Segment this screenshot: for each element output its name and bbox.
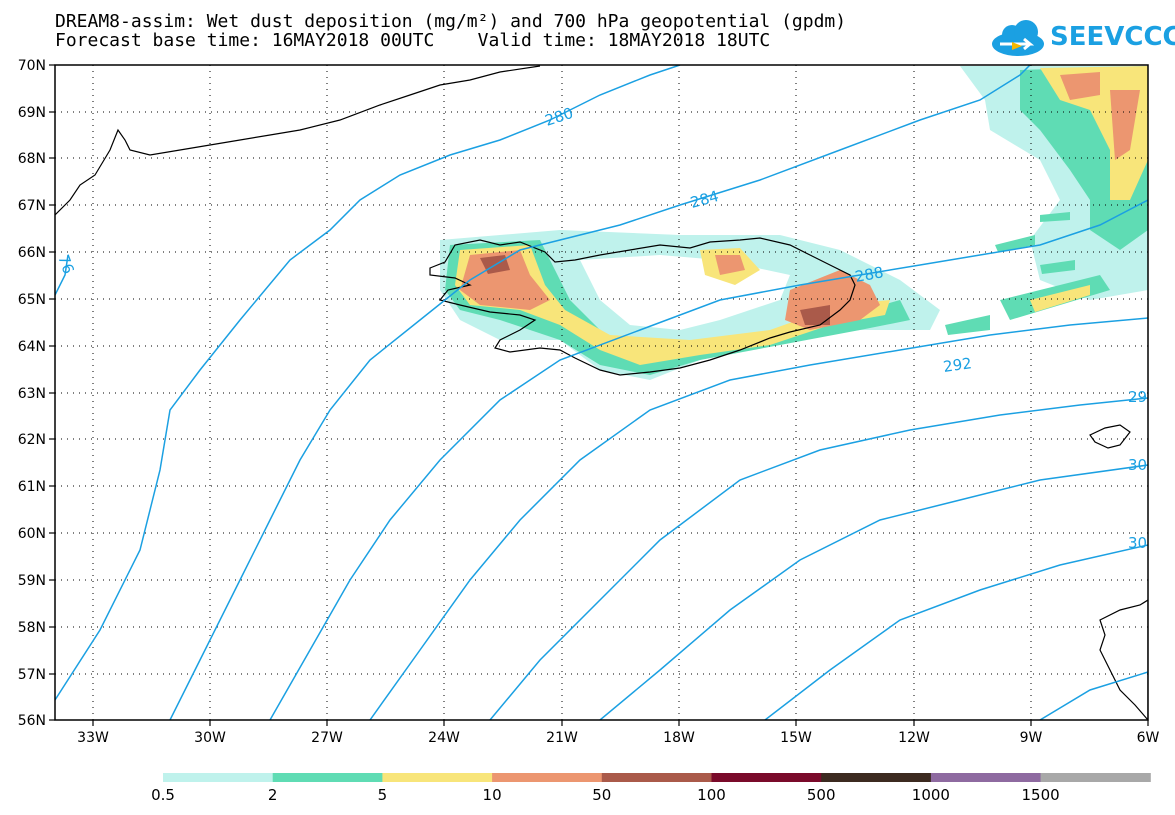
contour-label-29x: 29 (1128, 388, 1147, 406)
color-legend: 0.5 2 5 10 50 100 500 1000 1500 (151, 773, 1151, 804)
legend-label: 500 (807, 786, 836, 804)
lon-label: 18W (663, 730, 695, 746)
greenland-coast (55, 65, 541, 216)
legend-label: 2 (268, 786, 278, 804)
geopotential-contours (55, 65, 1148, 720)
legend-label: 0.5 (151, 786, 175, 804)
contour-label-284: 284 (688, 187, 720, 212)
legend-swatch (382, 773, 493, 782)
lat-label: 57N (18, 667, 46, 683)
map-subtitle: Forecast base time: 16MAY2018 00UTC Vali… (55, 30, 771, 51)
cloud-icon (992, 20, 1044, 56)
latitude-labels: 70N 69N 68N 67N 66N 65N 64N 63N 62N 61N … (18, 58, 46, 729)
lon-label: 30W (194, 730, 226, 746)
lat-label: 65N (18, 292, 46, 308)
legend-swatch (272, 773, 383, 782)
legend-label: 100 (697, 786, 726, 804)
lat-label: 56N (18, 713, 46, 729)
seevccc-logo (992, 20, 1044, 56)
lat-label: 69N (18, 105, 46, 121)
dust-deposition-shading (440, 66, 1148, 380)
lat-label: 70N (18, 58, 46, 74)
legend-swatch (601, 773, 712, 782)
legend-swatch (930, 773, 1042, 782)
lat-label: 63N (18, 386, 46, 402)
lat-label: 66N (18, 245, 46, 261)
lat-label: 59N (18, 573, 46, 589)
contour-label-292: 292 (942, 354, 973, 376)
legend-swatch (1040, 773, 1151, 782)
longitude-labels: 33W 30W 27W 24W 21W 18W 15W 12W 9W 6W (77, 730, 1159, 746)
scotland-coast (1099, 599, 1148, 720)
legend-swatch (492, 773, 603, 782)
lat-label: 67N (18, 198, 46, 214)
iceland-coast (429, 237, 856, 376)
contour-label-30b: 30 (1128, 534, 1147, 552)
lon-label: 6W (1137, 730, 1160, 746)
contour-label-280: 280 (543, 104, 576, 130)
lat-label: 68N (18, 151, 46, 167)
legend-label: 1000 (912, 786, 950, 804)
contour-label-288: 288 (854, 263, 885, 286)
legend-label: 10 (483, 786, 502, 804)
lat-label: 61N (18, 479, 46, 495)
lat-label: 58N (18, 620, 46, 636)
lat-label: 64N (18, 339, 46, 355)
coastlines (55, 65, 1148, 720)
lat-label: 60N (18, 526, 46, 542)
legend-swatch (163, 773, 274, 782)
lon-label: 15W (780, 730, 812, 746)
lon-label: 9W (1020, 730, 1043, 746)
faroe-coast (1089, 424, 1131, 449)
map-title: DREAM8-assim: Wet dust deposition (mg/m²… (55, 11, 847, 32)
graticule (55, 65, 1148, 720)
logo-text: SEEVCCC (1050, 22, 1175, 52)
lat-label: 62N (18, 432, 46, 448)
lon-label: 24W (428, 730, 460, 746)
lon-label: 33W (77, 730, 109, 746)
lon-label: 12W (898, 730, 930, 746)
legend-label: 50 (592, 786, 611, 804)
lon-label: 27W (311, 730, 343, 746)
lon-label: 21W (546, 730, 578, 746)
legend-swatch (711, 773, 822, 782)
contour-label-30a: 30 (1128, 456, 1147, 474)
axis-ticks (49, 64, 1149, 726)
legend-label: 5 (378, 786, 388, 804)
legend-label: 1500 (1022, 786, 1060, 804)
contour-label-276: 76 (54, 252, 77, 276)
legend-swatch (821, 773, 932, 782)
